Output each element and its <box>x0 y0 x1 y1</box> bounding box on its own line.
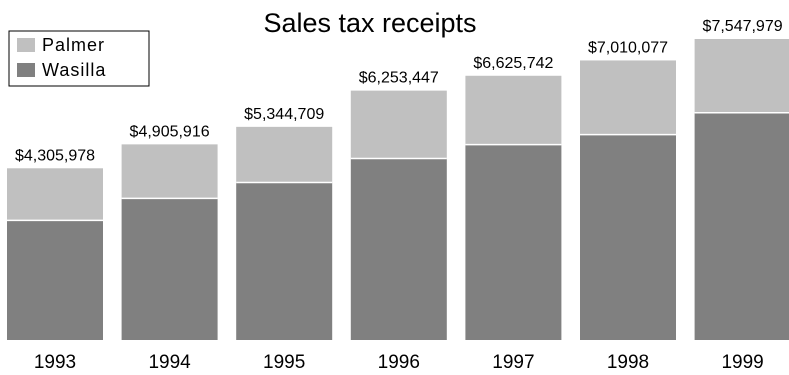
legend-label-wasilla: Wasilla <box>42 60 106 80</box>
bar-palmer-1995 <box>236 126 333 183</box>
x-tick-1994: 1994 <box>148 352 191 373</box>
bar-palmer-1997 <box>465 75 562 145</box>
legend-swatch-wasilla <box>17 63 35 77</box>
bar-wasilla-1995 <box>236 182 333 340</box>
bars-group: $4,305,978 $4,905,916 $5,344,709 $6,253,447… <box>7 18 789 340</box>
bar-wasilla-1993 <box>7 220 103 340</box>
total-label-1997: $6,625,742 <box>473 55 553 72</box>
bar-palmer-1993 <box>7 168 103 221</box>
bar-wasilla-1997 <box>465 144 562 340</box>
x-tick-1996: 1996 <box>378 352 420 373</box>
bar-wasilla-1998 <box>580 134 676 340</box>
legend: Palmer Wasilla <box>8 30 150 87</box>
total-label-1996: $6,253,447 <box>359 70 439 87</box>
x-tick-1999: 1999 <box>721 352 763 373</box>
x-tick-1993: 1993 <box>34 352 76 373</box>
bar-palmer-1998 <box>580 60 676 135</box>
total-label-1999: $7,547,979 <box>703 18 783 35</box>
chart-title: Sales tax receipts <box>263 8 476 38</box>
bar-wasilla-1999 <box>694 112 789 340</box>
total-label-1995: $5,344,709 <box>244 106 324 123</box>
bar-palmer-1999 <box>694 39 789 113</box>
legend-label-palmer: Palmer <box>42 35 105 55</box>
x-tick-1995: 1995 <box>263 352 305 373</box>
x-tick-1998: 1998 <box>607 352 649 373</box>
bar-wasilla-1994 <box>121 198 218 340</box>
bar-palmer-1994 <box>121 144 218 199</box>
bar-palmer-1996 <box>350 90 447 159</box>
total-label-1993: $4,305,978 <box>15 147 95 164</box>
total-label-1998: $7,010,077 <box>588 39 668 56</box>
bar-wasilla-1996 <box>350 158 447 340</box>
x-axis-ticks: 1993 1994 1995 1996 1997 1998 1999 <box>34 352 764 373</box>
x-tick-1997: 1997 <box>492 352 534 373</box>
total-label-1994: $4,905,916 <box>130 123 210 140</box>
legend-swatch-palmer <box>17 38 35 52</box>
